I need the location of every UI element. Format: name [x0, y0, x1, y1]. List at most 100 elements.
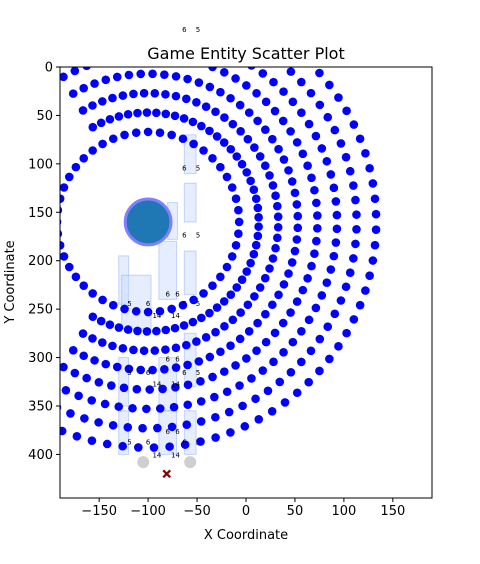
annotation-label: 14: [171, 451, 180, 459]
ring-point: [143, 127, 153, 137]
ring-point: [60, 194, 65, 203]
annotation-label: 6: [182, 231, 187, 239]
ring-point: [315, 334, 325, 344]
annotation-label: 6: [182, 300, 187, 308]
annotation-label: 6: [146, 300, 151, 308]
ring-point: [297, 357, 306, 367]
ring-point: [222, 172, 232, 182]
ring-point: [88, 122, 98, 132]
ring-point: [234, 229, 243, 239]
annotation-label: 6: [165, 291, 170, 299]
ring-point: [60, 362, 68, 372]
ring-point: [142, 31, 151, 40]
ring-point: [341, 282, 351, 292]
ring-point: [219, 68, 229, 77]
ring-point: [336, 296, 346, 305]
ring-point: [112, 72, 122, 82]
ring-point: [235, 381, 244, 390]
ring-point: [265, 264, 274, 273]
ring-point: [71, 162, 81, 172]
ring-point: [312, 198, 321, 208]
ring-point: [40, 39, 49, 48]
ring-point: [261, 337, 271, 347]
ring-point: [142, 108, 152, 117]
ring-point: [161, 325, 171, 335]
ring-point: [114, 33, 123, 42]
ring-point: [64, 172, 74, 182]
annotation-label: 6: [146, 369, 151, 377]
ring-point: [60, 230, 63, 238]
ring-point: [150, 346, 160, 355]
annotation-label: 6: [175, 428, 180, 436]
ring-point: [232, 152, 242, 161]
ring-point: [293, 211, 303, 221]
ring-point: [292, 235, 302, 244]
ring-point: [325, 354, 334, 364]
x-marker: [162, 469, 171, 479]
ring-point: [368, 179, 378, 188]
ring-point: [107, 381, 116, 390]
ring-point: [278, 116, 288, 126]
ring-point: [237, 275, 247, 284]
ring-point: [219, 297, 229, 306]
y-tick-label: 200: [28, 254, 53, 269]
ring-point: [351, 239, 360, 249]
ring-point: [258, 366, 268, 375]
ring-point: [60, 252, 69, 261]
ring-point: [194, 357, 204, 366]
ring-point: [181, 0, 190, 4]
ring-point: [118, 91, 128, 100]
ring-point: [68, 89, 78, 98]
ring-point: [273, 222, 283, 232]
ring-point: [205, 308, 214, 318]
ring-point: [254, 20, 263, 29]
ring-point: [247, 67, 256, 70]
ring-point: [71, 272, 81, 282]
ring-point: [58, 9, 67, 18]
ring-point: [160, 70, 169, 79]
ring-point: [96, 118, 106, 128]
x-tick-label: −50: [183, 504, 210, 519]
ring-point: [298, 149, 308, 159]
ring-point: [244, 108, 254, 117]
ring-point: [152, 326, 161, 336]
ring-point: [74, 391, 83, 401]
ring-point: [194, 78, 204, 87]
annotation-label: 6: [182, 439, 187, 447]
ring-point: [325, 80, 334, 90]
ring-point: [171, 72, 181, 81]
ring-point: [268, 134, 277, 144]
ring-point: [79, 153, 89, 163]
annotation-label: 14: [152, 451, 161, 459]
ring-point: [189, 139, 198, 149]
ring-point: [306, 88, 316, 98]
ring-point: [254, 415, 264, 424]
ring-point: [231, 240, 241, 250]
y-tick-label: 150: [28, 206, 53, 221]
ring-point: [170, 323, 180, 333]
ring-point: [133, 326, 142, 336]
ring-point: [183, 360, 192, 370]
ring-point: [234, 217, 244, 227]
ring-point: [251, 194, 261, 204]
ring-point: [132, 384, 142, 394]
ring-point: [210, 392, 219, 402]
ring-point: [114, 402, 124, 411]
ring-point: [371, 209, 381, 219]
y-tick-label: 50: [36, 109, 53, 124]
ring-point: [211, 107, 220, 117]
ring-point: [326, 170, 336, 179]
ring-point: [196, 0, 205, 7]
structure-rect: [183, 182, 197, 223]
ring-point: [258, 69, 268, 78]
annotation-label: 14: [152, 312, 161, 320]
ring-point: [336, 139, 346, 148]
ring-point: [268, 300, 277, 310]
structure-rect: [158, 240, 177, 300]
ring-point: [180, 440, 190, 449]
ring-point: [49, 380, 58, 389]
ring-point: [326, 265, 336, 274]
ring-point: [95, 57, 104, 66]
ring-point: [118, 441, 128, 451]
ring-point: [88, 289, 97, 298]
